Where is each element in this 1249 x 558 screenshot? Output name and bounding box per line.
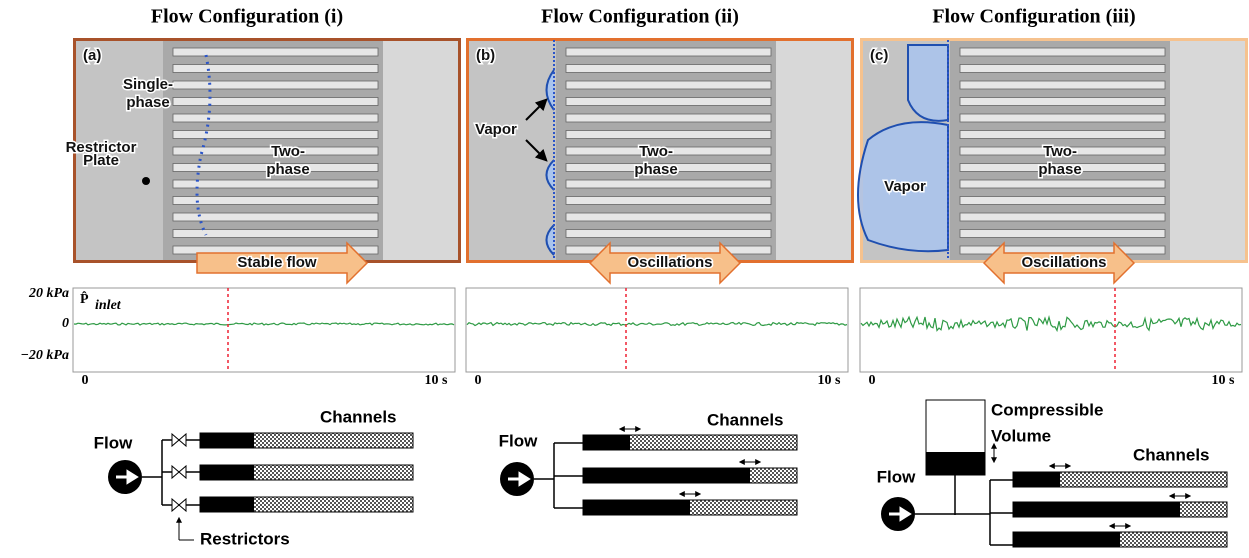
liquid (583, 435, 630, 450)
label: Restrictors (200, 529, 290, 548)
volume-liquid (926, 452, 985, 475)
trace-symbol: P̂ (80, 290, 89, 307)
liquid (583, 500, 690, 515)
liquid (583, 468, 750, 483)
channel-stripe (173, 131, 378, 139)
channel-stripe (566, 197, 771, 205)
annotation: phase (266, 161, 309, 178)
channel-stripe (173, 98, 378, 106)
liquid (200, 497, 254, 512)
panel-title: Flow Configuration (ii) (541, 6, 739, 28)
annotation: Single- (123, 76, 173, 93)
channel-stripe (173, 81, 378, 89)
liquid (1013, 532, 1120, 547)
restrictor-dot (142, 177, 150, 185)
label: Flow (499, 431, 538, 450)
channel-stripe (173, 197, 378, 205)
y-label: 20 kPa (28, 286, 69, 301)
liquid (1013, 502, 1180, 517)
channel-stripe (960, 48, 1165, 56)
annotation: Vapor (475, 121, 517, 138)
arrow-label: Oscillations (1021, 254, 1106, 271)
channel-stripe (566, 98, 771, 106)
label: Flow (94, 433, 133, 452)
valve (172, 434, 186, 446)
x-label: 10 s (425, 373, 449, 388)
channel-stripe (566, 81, 771, 89)
arrow-label: Stable flow (237, 254, 317, 271)
channel-stripe (960, 81, 1165, 89)
x-label: 10 s (1212, 373, 1236, 388)
trace-box (860, 288, 1242, 372)
channel-stripe (173, 65, 378, 73)
channel-stripe (960, 65, 1165, 73)
panel-title: Flow Configuration (i) (151, 6, 343, 28)
trace-subscript: inlet (95, 298, 122, 313)
panel-label: (b) (476, 47, 495, 64)
panel-title: Flow Configuration (iii) (932, 6, 1135, 28)
annotation: phase (126, 94, 169, 111)
trace-box (73, 288, 455, 372)
annotation: Two- (1043, 143, 1077, 160)
liquid (1013, 472, 1060, 487)
channel-stripe (566, 230, 771, 238)
label: Volume (991, 426, 1051, 445)
annotation: phase (634, 161, 677, 178)
channel-stripe (173, 180, 378, 188)
label: Compressible (991, 400, 1103, 419)
photo-right (1170, 38, 1248, 263)
channel-stripe (960, 180, 1165, 188)
liquid (200, 433, 254, 448)
annotation: Plate (83, 152, 119, 169)
channel-stripe (173, 48, 378, 56)
photo-right (776, 38, 854, 263)
annotation: Two- (271, 143, 305, 160)
channel-stripe (960, 114, 1165, 122)
liquid (200, 465, 254, 480)
channel-stripe (960, 197, 1165, 205)
x-label: 0 (82, 373, 89, 388)
channel-stripe (960, 230, 1165, 238)
channel-stripe (173, 230, 378, 238)
channel-stripe (960, 98, 1165, 106)
channel-stripe (173, 213, 378, 221)
x-label: 0 (475, 373, 482, 388)
annotation: Vapor (884, 178, 926, 195)
pointer (179, 518, 194, 540)
channel-stripe (566, 65, 771, 73)
arrow-label: Oscillations (627, 254, 712, 271)
trace-box (466, 288, 848, 372)
channel-stripe (566, 48, 771, 56)
channel-stripe (566, 213, 771, 221)
annotation: phase (1038, 161, 1081, 178)
panel-label: (a) (83, 47, 101, 64)
pipe (915, 475, 1014, 545)
photo-left (466, 38, 556, 263)
valve (172, 499, 186, 511)
y-label: −20 kPa (20, 348, 69, 363)
figure: Flow Configuration (i) (a) Stable flow Sing… (0, 0, 1249, 553)
x-label: 0 (869, 373, 876, 388)
panel-label: (c) (870, 47, 888, 64)
valve (172, 466, 186, 478)
y-label: 0 (62, 316, 69, 331)
channel-stripe (960, 131, 1165, 139)
channel-stripe (173, 114, 378, 122)
channel-stripe (566, 114, 771, 122)
channel-stripe (566, 131, 771, 139)
channel-stripe (566, 180, 771, 188)
channel-stripe (960, 213, 1165, 221)
x-label: 10 s (818, 373, 842, 388)
label: Channels (1133, 445, 1210, 464)
label: Channels (707, 410, 784, 429)
photo-right (383, 38, 461, 263)
label: Channels (320, 407, 397, 426)
annotation: Two- (639, 143, 673, 160)
pipe (534, 443, 584, 508)
label: Flow (877, 467, 916, 486)
